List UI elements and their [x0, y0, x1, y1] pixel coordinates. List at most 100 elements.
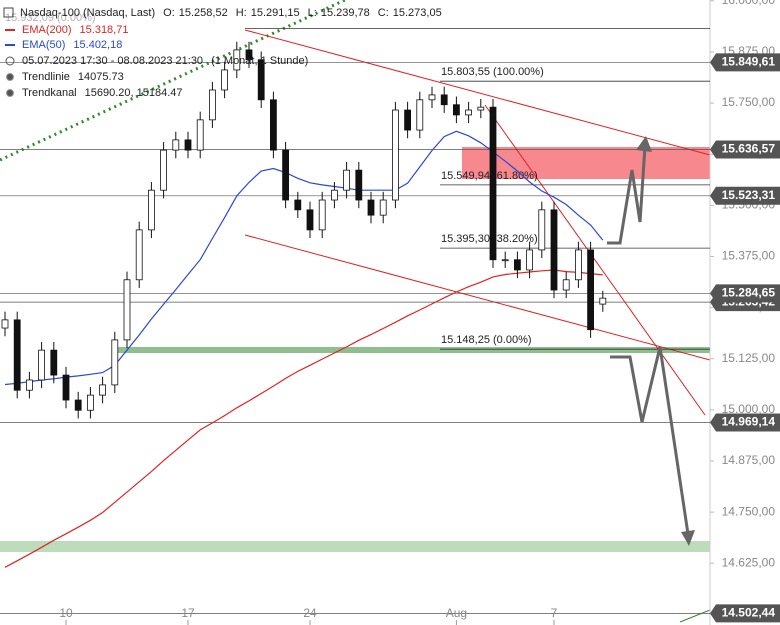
price-box-label: 15.523,31: [722, 188, 776, 202]
legend: Nasdaq-100 (Nasdaq, Last) O: 15.258,52 H: 15…: [3, 7, 442, 99]
y-tick-label: 15.750,00: [722, 95, 776, 109]
candle-body: [233, 49, 241, 71]
candle-body: [477, 106, 485, 111]
candle-body: [599, 297, 607, 305]
candle-body: [489, 106, 497, 261]
ema-line: [4, 269, 603, 568]
x-tick-label: Aug: [446, 606, 467, 620]
x-tick-label: 17: [181, 606, 195, 620]
ohlc-value: 15.258,52: [179, 7, 228, 19]
fib-label: 15.932,09 (0.00%): [5, 12, 96, 24]
legend-value: 15.402,18: [73, 39, 122, 51]
ohlc-key: L:: [308, 7, 317, 19]
candle-body: [269, 99, 277, 151]
ohlc-key: C:: [378, 7, 389, 19]
candle-body: [562, 279, 570, 291]
candle-body: [550, 209, 558, 291]
legend-value: 15.318,71: [80, 24, 129, 36]
ohlc-value: 15.273,05: [393, 7, 442, 19]
candle-body: [25, 379, 33, 391]
candle-body: [465, 109, 473, 116]
candle-body: [318, 199, 326, 231]
clock-icon: [5, 56, 15, 66]
legend-name: EMA(200): [22, 24, 72, 36]
support-zone: [112, 347, 710, 353]
scenario-down: [610, 346, 690, 535]
y-tick-label: 14.875,00: [722, 453, 776, 467]
indicator-icon: [6, 89, 14, 97]
y-tick-label: 14.625,00: [722, 555, 776, 569]
fib-label: 15.803,55 (100.00%): [441, 66, 544, 78]
ema-line: [4, 130, 604, 386]
y-axis: 16.000,0015.875,0015.750,0015.625,0015.5…: [59, 0, 780, 625]
candle-body: [367, 199, 375, 216]
legend-icon: [3, 7, 14, 18]
ohlc-key: O:: [163, 7, 175, 19]
instrument-name: Nasdaq-100 (Nasdaq, Last): [20, 7, 155, 19]
candle-body: [587, 249, 594, 331]
candle-body: [245, 49, 253, 61]
candle-body: [391, 109, 399, 201]
fib-label: 15.549,94 (61.80%): [441, 170, 538, 182]
y-tick-label: 14.750,00: [722, 504, 776, 518]
channel-lower: [244, 234, 711, 361]
price-box-label: 15.284,65: [722, 286, 776, 300]
candle-body: [257, 59, 265, 101]
fib-label: 15.395,30 (38.20%): [441, 233, 538, 245]
candle-body: [74, 399, 82, 411]
ohlc-key: H:: [236, 7, 247, 19]
y-tick-label: 15.000,00: [722, 402, 776, 416]
price-box: [710, 604, 780, 623]
price-box: [710, 413, 780, 432]
candle-body: [208, 89, 216, 121]
candle-body: [13, 319, 21, 391]
candle-body: [575, 249, 582, 281]
price-box: [710, 284, 780, 303]
candle-body: [50, 349, 58, 376]
candle-body: [172, 139, 180, 151]
indicator: Trendlinie 14075.73: [22, 71, 124, 83]
legend-name: EMA(50): [22, 39, 65, 51]
candle-body: [294, 199, 302, 211]
candle-body: [379, 199, 387, 216]
candle-body: [147, 189, 155, 231]
price-box-label: 15.849,61: [722, 55, 776, 69]
arrow-head: [636, 136, 652, 152]
target-zone: [0, 541, 710, 552]
period-range: 05.07.2023 17:30 - 08.08.2023 21:30: [22, 55, 203, 67]
candle-body: [282, 149, 290, 201]
ohlc-value: 15.239,78: [321, 7, 370, 19]
x-tick-label: 10: [59, 606, 73, 620]
indicator-value: 14075.73: [78, 71, 124, 83]
arrow-head: [681, 530, 695, 546]
candle-body: [111, 339, 119, 386]
period-interval: (1 Monat, 1 Stunde): [211, 55, 308, 67]
candle-body: [38, 349, 45, 381]
candle-body: [355, 169, 363, 201]
candle-body: [184, 139, 192, 151]
channel-upper: [244, 29, 711, 156]
price-box: [710, 186, 780, 205]
candle-body: [428, 94, 436, 101]
y-tick-label: 15.125,00: [722, 351, 776, 365]
y-tick-label: 15.375,00: [722, 249, 776, 263]
candle-body: [440, 94, 448, 106]
legend-entry: EMA(200) 15.318,71: [22, 24, 128, 36]
resistance-zone: [462, 147, 710, 179]
price-box: [710, 53, 780, 72]
candle-body: [221, 69, 229, 91]
candle-body: [501, 259, 509, 262]
candle-body: [452, 104, 460, 116]
candle-body: [135, 229, 143, 281]
indicator: Trendkanal 15690.20, 15184.47: [22, 87, 183, 99]
candle-body: [526, 249, 533, 271]
candle-body: [330, 189, 338, 201]
downtrend-line: [484, 104, 706, 416]
x-tick-label: 24: [303, 606, 317, 620]
indicator-name: Trendkanal: [22, 87, 77, 99]
candle-body: [416, 99, 424, 131]
candle-body: [343, 169, 351, 191]
price-box-label: 14.502,44: [722, 606, 776, 620]
indicator-name: Trendlinie: [22, 71, 70, 83]
candle-body: [306, 209, 314, 231]
